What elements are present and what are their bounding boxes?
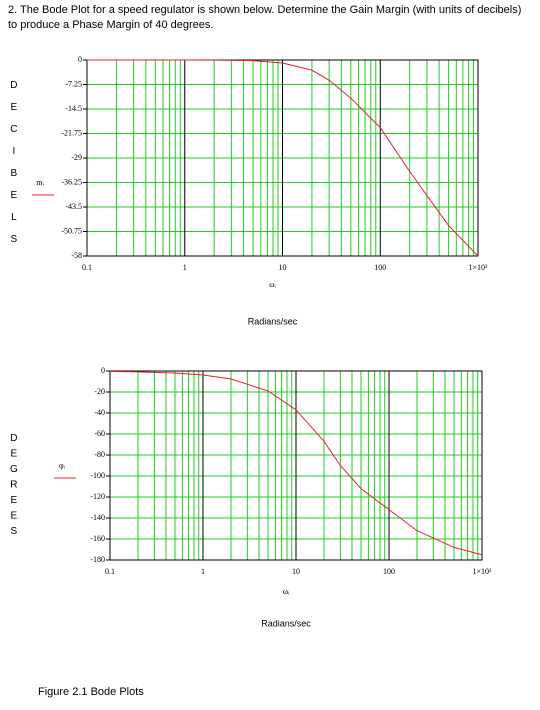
plot-frame — [109, 370, 483, 561]
y-tick-label: -21.75 — [61, 128, 82, 137]
y-tick-label: -29 — [71, 153, 82, 162]
x-tick-label: 1×10³ — [473, 567, 493, 576]
y-tick-label: 0 — [78, 55, 82, 64]
legend-label: mᵢ — [36, 178, 44, 187]
y-tick-label: -58 — [71, 251, 82, 260]
legend-label: φᵢ — [59, 461, 66, 470]
y-tick-label: -160 — [90, 534, 105, 543]
data-line — [87, 59, 479, 257]
y-tick-label: -100 — [90, 471, 105, 480]
y-tick-label: -80 — [94, 450, 105, 459]
y-tick-label: -120 — [90, 492, 105, 501]
x-tick-label: 100 — [374, 263, 386, 272]
x-tick-label: 1×10³ — [469, 263, 489, 272]
x-tick-label: 10 — [279, 263, 287, 272]
figure-caption: Figure 2.1 Bode Plots — [38, 686, 144, 698]
y-tick-label: -140 — [90, 513, 105, 522]
plot-frame — [86, 59, 479, 257]
y-tick-label: -60 — [94, 429, 105, 438]
y-tick-label: -43.5 — [65, 202, 82, 211]
x-tick-label: 1 — [183, 263, 187, 272]
data-line — [109, 370, 483, 556]
y-tick-label: -20 — [94, 387, 105, 396]
x-axis-label: ωᵢ — [283, 587, 290, 596]
y-tick-label: -36.25 — [61, 177, 82, 186]
x-tick-label: 10 — [292, 567, 300, 576]
x-axis-title: Radians/sec — [261, 618, 311, 628]
x-axis-label: ωᵢ — [269, 280, 276, 289]
y-axis-label: DECIBELS — [8, 80, 19, 256]
x-tick-label: 1 — [201, 567, 205, 576]
question-text: 2. The Bode Plot for a speed regulator i… — [8, 4, 522, 31]
x-tick-label: 100 — [383, 567, 395, 576]
y-tick-label: 0 — [101, 366, 105, 375]
x-tick-label: 0.1 — [82, 263, 92, 272]
y-tick-label: -180 — [90, 555, 105, 564]
y-tick-label: -40 — [94, 408, 105, 417]
y-tick-label: -7.25 — [65, 79, 82, 88]
y-axis-label: DEGREES — [8, 433, 19, 542]
x-axis-title: Radians/sec — [248, 316, 298, 326]
y-tick-label: -14.5 — [65, 104, 82, 113]
y-tick-label: -50.75 — [61, 226, 82, 235]
x-tick-label: 0.1 — [105, 567, 115, 576]
